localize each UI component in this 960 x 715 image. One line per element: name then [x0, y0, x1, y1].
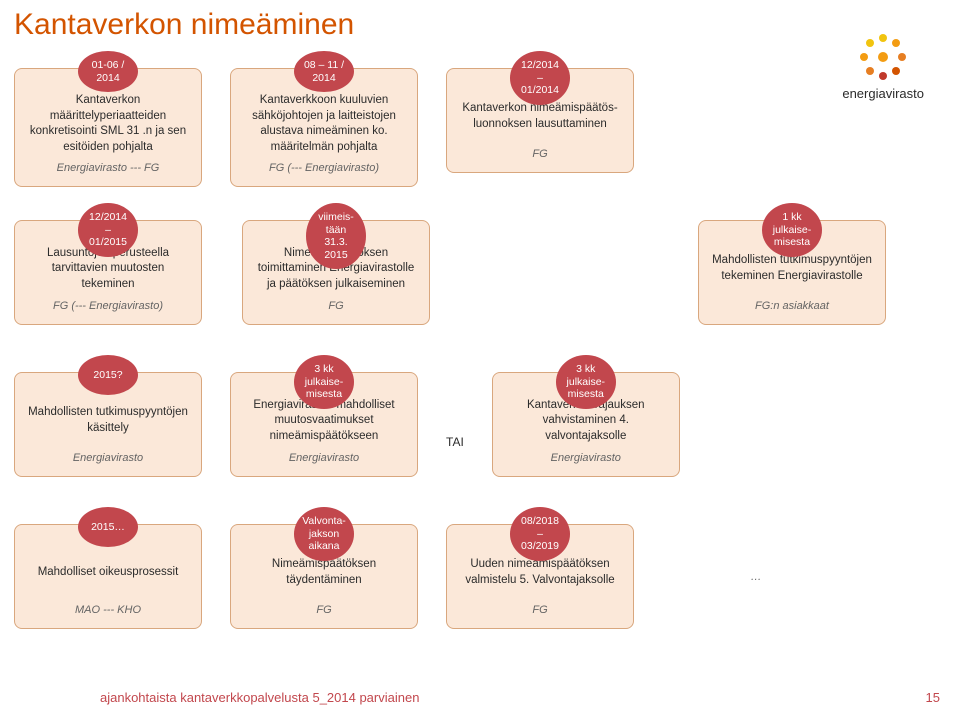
- page-title: Kantaverkon nimeäminen: [0, 0, 960, 42]
- box-main: Kantaverkon määrittelyperiaatteiden konk…: [25, 93, 191, 155]
- date-badge: 3 kk julkaise- misesta: [556, 355, 616, 409]
- box-sub: FG: [253, 299, 419, 314]
- date-badge: Valvonta- jakson aikana: [294, 507, 354, 561]
- footer: ajankohtaista kantaverkkopalvelusta 5_20…: [100, 690, 940, 705]
- date-badge: 2015?: [78, 355, 138, 395]
- box-sub: Energiavirasto: [25, 451, 191, 466]
- process-box: 01-06 / 2014 Kantaverkon määrittelyperia…: [14, 68, 202, 187]
- date-badge: 12/2014 – 01/2015: [78, 203, 138, 257]
- process-box: …: [662, 524, 850, 595]
- process-row-4: 2015… Mahdolliset oikeusprosessit MAO --…: [14, 524, 946, 629]
- box-sub: …: [672, 570, 840, 585]
- process-box: viimeis- tään 31.3. 2015 Nimeämispäätöks…: [242, 220, 430, 325]
- tai-label: TAI: [446, 435, 464, 449]
- box-main: Mahdolliset oikeusprosessit: [25, 549, 191, 597]
- box-sub: FG (--- Energiavirasto): [25, 299, 191, 314]
- box-sub: Energiavirasto: [503, 451, 669, 466]
- box-sub: FG: [457, 147, 623, 162]
- box-sub: FG: [457, 603, 623, 618]
- process-box: 08/2018 – 03/2019 Uuden nimeämispäätökse…: [446, 524, 634, 629]
- footer-text: ajankohtaista kantaverkkopalvelusta 5_20…: [100, 690, 419, 705]
- process-box: 3 kk julkaise- misesta Kantaverkon rajau…: [492, 372, 680, 477]
- process-row-1: 01-06 / 2014 Kantaverkon määrittelyperia…: [14, 68, 946, 187]
- date-badge: 12/2014 – 01/2014: [510, 51, 570, 105]
- box-sub: FG: [241, 603, 407, 618]
- date-badge: 3 kk julkaise- misesta: [294, 355, 354, 409]
- process-box: 2015? Mahdollisten tutkimuspyyntöjen käs…: [14, 372, 202, 477]
- date-badge: 2015…: [78, 507, 138, 547]
- box-main: Mahdollisten tutkimuspyyntöjen käsittely: [25, 397, 191, 445]
- box-sub: MAO --- KHO: [25, 603, 191, 618]
- date-badge: 08/2018 – 03/2019: [510, 507, 570, 561]
- date-badge: 01-06 / 2014: [78, 51, 138, 92]
- box-sub: Energiavirasto --- FG: [25, 161, 191, 176]
- process-box: 12/2014 – 01/2014 Kantaverkon nimeämispä…: [446, 68, 634, 173]
- date-badge: viimeis- tään 31.3. 2015: [306, 203, 366, 269]
- box-main: Kantaverkkoon kuuluvien sähköjohtojen ja…: [241, 93, 407, 155]
- process-box: 12/2014 – 01/2015 Lausuntojen perusteell…: [14, 220, 202, 325]
- date-badge: 1 kk julkaise- misesta: [762, 203, 822, 257]
- box-sub: FG (--- Energiavirasto): [241, 161, 407, 176]
- process-row-3: 2015? Mahdollisten tutkimuspyyntöjen käs…: [14, 372, 946, 477]
- box-sub: Energiavirasto: [241, 451, 407, 466]
- process-box: 2015… Mahdolliset oikeusprosessit MAO --…: [14, 524, 202, 629]
- process-row-2: 12/2014 – 01/2015 Lausuntojen perusteell…: [14, 220, 946, 325]
- process-box: 08 – 11 / 2014 Kantaverkkoon kuuluvien s…: [230, 68, 418, 187]
- process-box: Valvonta- jakson aikana Nimeämispäätökse…: [230, 524, 418, 629]
- page-number: 15: [926, 690, 940, 705]
- box-sub: FG:n asiakkaat: [709, 299, 875, 314]
- date-badge: 08 – 11 / 2014: [294, 51, 354, 92]
- process-box: 3 kk julkaise- misesta Energiaviraston m…: [230, 372, 418, 477]
- process-box: 1 kk julkaise- misesta Mahdollisten tutk…: [698, 220, 886, 325]
